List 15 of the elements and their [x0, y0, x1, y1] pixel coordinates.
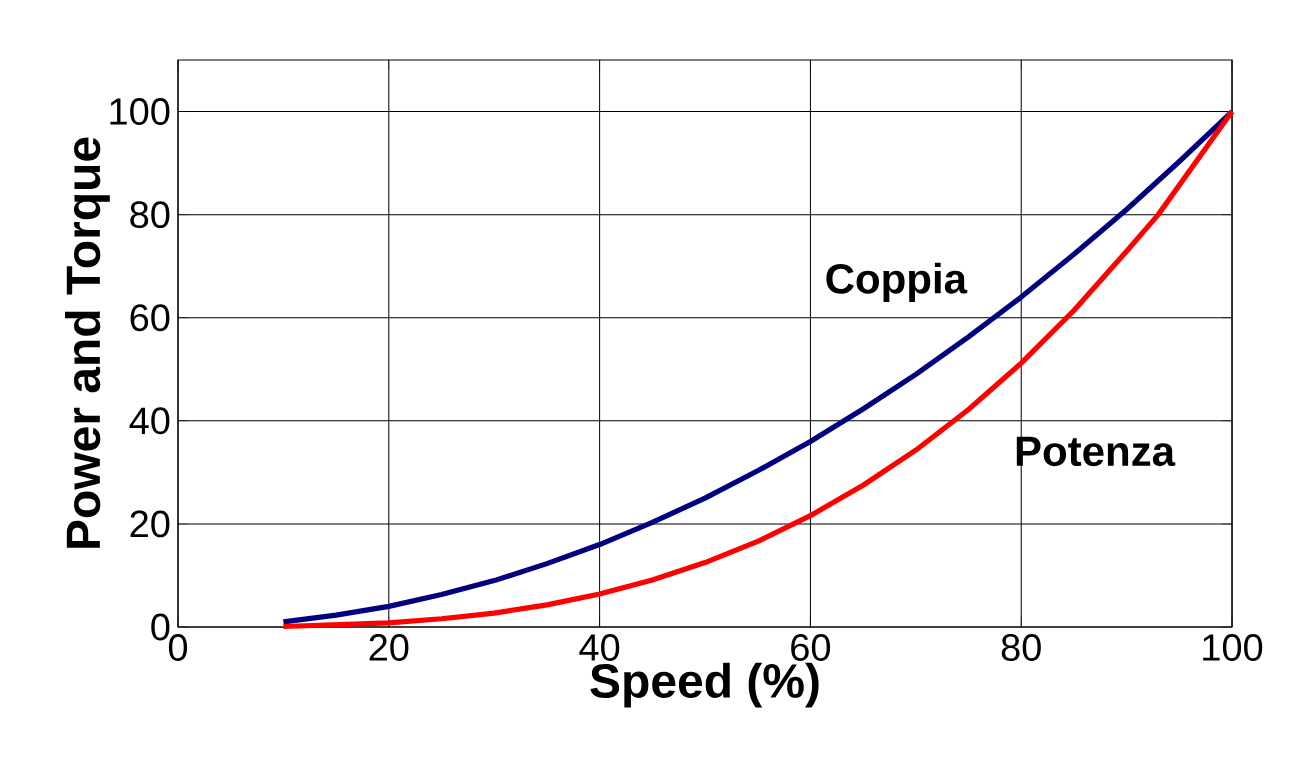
x-tick-label: 20 — [369, 634, 409, 661]
x-tick-label: 0 — [168, 634, 188, 661]
y-tick-label: 100 — [110, 98, 170, 125]
series-label: Coppia — [826, 262, 968, 302]
x-tick-label: 60 — [791, 634, 831, 661]
y-tick-label: 80 — [130, 201, 170, 229]
y-tick-label: 0 — [151, 613, 170, 641]
y-tick-label: 60 — [130, 304, 170, 332]
y-tick-label: 40 — [129, 407, 170, 435]
x-tick-label: 100 — [1203, 634, 1263, 661]
x-tick-label: 40 — [579, 634, 620, 661]
x-tick-label: 80 — [1001, 634, 1041, 661]
y-tick-label: 20 — [130, 510, 170, 538]
y-axis-title: Power and Torque — [65, 137, 110, 548]
x-axis-title: Speed (%) — [590, 662, 819, 708]
